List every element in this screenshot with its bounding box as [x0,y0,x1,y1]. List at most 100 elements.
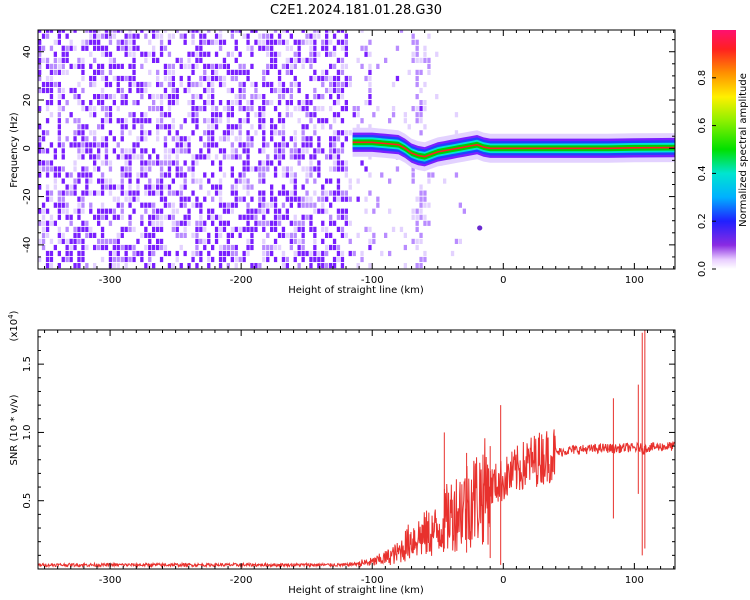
noise-cell [222,106,227,112]
noise-cell [332,81,337,88]
noise-cell [301,39,305,45]
noise-cell [132,75,136,82]
noise-cell [100,94,105,100]
noise-cell [199,148,203,154]
noise-cell [329,81,333,88]
noise-cell [73,142,77,148]
noise-cell [246,33,250,39]
noise-cell [258,190,262,196]
noise-cell [285,100,289,106]
noise-cell [159,190,164,196]
noise-cell [187,208,191,214]
colorbar-tick-label: 0.8 [697,70,708,86]
noise-cell [258,148,262,154]
noise-cell [273,87,278,94]
noise-cell [179,190,183,196]
noise-cell [222,148,227,154]
noise-cell [167,106,172,112]
noise-cell [108,178,113,184]
noise-cell [179,232,183,238]
noise-cell [336,154,341,160]
noise-cell [344,45,348,51]
noise-cell [246,45,250,51]
noise-cell [214,106,219,112]
noise-cell [89,142,93,148]
noise-cell [104,244,109,251]
noise-cell [97,39,101,45]
noise-cell [100,160,105,166]
noise-cell [336,148,341,154]
noise-cell [273,148,278,154]
noise-cell [262,190,266,196]
noise-cell [222,220,227,226]
noise-cell [85,232,89,238]
noise-cell [450,250,455,257]
noise-cell [380,172,384,178]
noise-cell [250,100,254,106]
noise-cell [305,178,309,184]
noise-cell [69,220,73,226]
noise-cell [344,63,348,69]
noise-cell [144,244,148,251]
noise-cell [423,202,427,208]
noise-cell [136,33,140,39]
noise-cell [116,81,120,88]
noise-cell [45,232,50,238]
noise-cell [187,196,191,202]
noise-cell [148,178,152,184]
noise-cell [167,51,172,57]
noise-cell [313,112,317,118]
noise-cell [254,226,258,232]
noise-cell [175,142,179,148]
noise-cell [116,196,120,202]
noise-cell [325,154,329,160]
noise-cell [195,45,199,51]
noise-cell [45,57,50,63]
noise-cell [100,87,105,94]
noise-cell [120,208,124,214]
noise-cell [317,196,321,202]
noise-cell [419,118,423,124]
noise-cell [266,208,270,214]
noise-cell [65,45,69,51]
noise-cell [423,100,427,106]
noise-cell [266,250,270,257]
noise-cell [120,244,124,251]
noise-cell [313,33,317,39]
noise-cell [246,69,250,75]
noise-cell [230,244,234,251]
noise-cell [435,94,439,100]
noise-cell [93,94,97,100]
noise-cell [214,112,219,118]
noise-cell [214,226,219,232]
noise-cell [163,184,168,190]
noise-cell [309,220,313,226]
noise-cell [297,81,301,88]
noise-cell [340,118,345,124]
isolated-point [477,225,483,231]
noise-cell [301,57,305,63]
noise-cell [49,142,54,148]
noise-cell [159,33,164,39]
noise-cell [116,30,120,33]
noise-cell [329,142,333,148]
noise-cell [163,87,168,94]
noise-cell [238,94,242,100]
noise-cell [191,81,195,88]
noise-cell [144,208,148,214]
noise-cell [69,142,73,148]
noise-cell [262,100,266,106]
noise-cell [222,208,227,214]
noise-cell [108,39,113,45]
noise-cell [148,250,152,257]
noise-cell [325,69,329,75]
noise-cell [273,30,278,33]
noise-cell [293,148,297,154]
noise-cell [230,130,234,136]
y-tick-label: 40 [22,45,33,58]
colorbar-label: Normalized spectral amplitude [738,73,749,227]
noise-cell [419,232,423,238]
noise-cell [277,75,282,82]
noise-cell [136,100,140,106]
noise-cell [289,33,293,39]
